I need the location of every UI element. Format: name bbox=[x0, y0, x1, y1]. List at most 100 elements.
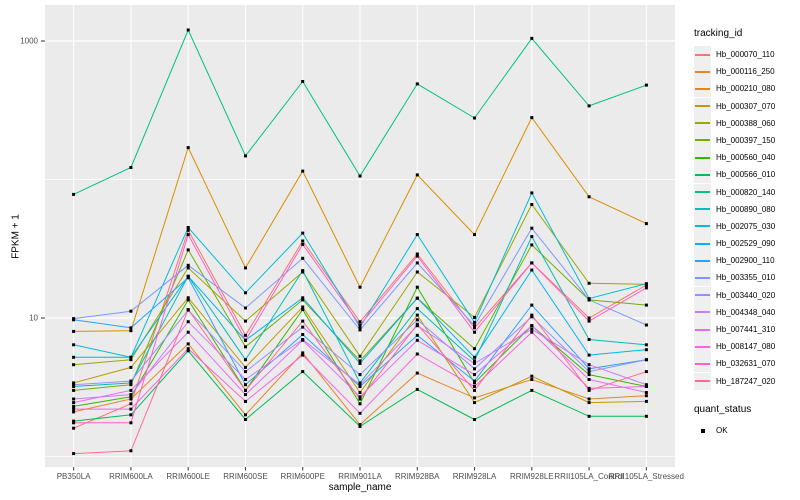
legend-entry-label: Hb_002900_110 bbox=[716, 256, 775, 266]
legend-entry-label: Hb_000566_010 bbox=[716, 170, 776, 180]
legend-entry: Hb_000307_070 bbox=[694, 97, 800, 115]
legend-entry: Hb_000820_140 bbox=[694, 183, 800, 201]
legend-entry-quant: OK bbox=[694, 421, 800, 439]
legend-entry-label: Hb_007441_310 bbox=[716, 325, 776, 334]
legend-key-swatch bbox=[694, 355, 711, 373]
legend-key-swatch bbox=[694, 46, 711, 63]
x-tick-label: RRII105LA_Stressed bbox=[608, 472, 684, 481]
y-tick-label: 10 bbox=[29, 313, 38, 323]
legend-entry-label: Hb_000388_060 bbox=[716, 118, 776, 128]
legend-key-swatch bbox=[694, 200, 711, 218]
legend-entry-label: Hb_000307_070 bbox=[716, 101, 776, 111]
legend-entry-label: Hb_000560_040 bbox=[716, 153, 776, 163]
point-marker-icon bbox=[701, 428, 705, 433]
legend-entry: Hb_003355_010 bbox=[694, 269, 800, 287]
legend-line-sample bbox=[695, 191, 710, 193]
legend-key-swatch bbox=[694, 269, 711, 287]
legend-entry: Hb_002529_090 bbox=[694, 235, 800, 253]
legend: tracking_id Hb_000070_110 Hb_000116_250 Hb… bbox=[694, 28, 800, 439]
x-tick-label: PB350LA bbox=[56, 472, 91, 481]
legend-key-swatch bbox=[694, 421, 711, 439]
legend-key-swatch bbox=[694, 217, 711, 235]
legend-line-sample bbox=[695, 53, 710, 56]
legend-entry: Hb_002075_030 bbox=[694, 217, 800, 235]
x-tick-label: RRIM928BA bbox=[395, 472, 440, 481]
legend-entry-label: Hb_000397_150 bbox=[716, 135, 776, 145]
legend-key-swatch bbox=[694, 63, 711, 81]
legend-key-swatch bbox=[694, 235, 711, 253]
legend-key-swatch bbox=[694, 321, 711, 338]
x-tick-label: RRIM901LA bbox=[338, 472, 382, 481]
legend-entry-label: Hb_002075_030 bbox=[716, 221, 776, 231]
x-tick-label: RRII105LA_Control bbox=[554, 472, 624, 481]
legend-entry: Hb_004348_040 bbox=[694, 303, 800, 321]
legend-title-quant-status: quant_status bbox=[694, 403, 752, 415]
legend-line-sample bbox=[695, 70, 710, 73]
legend-entry: Hb_000890_080 bbox=[694, 200, 800, 218]
legend-entry-label: Hb_000890_080 bbox=[716, 204, 776, 214]
legend-key-swatch bbox=[694, 286, 711, 304]
y-axis-title: FPKM + 1 bbox=[10, 214, 22, 259]
legend-line-sample bbox=[695, 259, 710, 262]
legend-entry-label: Hb_000116_250 bbox=[716, 67, 775, 77]
legend-line-sample bbox=[695, 242, 710, 245]
legend-entry: Hb_000397_150 bbox=[694, 131, 800, 149]
legend-entry-label: Hb_187247_020 bbox=[716, 376, 776, 386]
x-tick-label: RRIM600LA bbox=[109, 472, 153, 481]
legend-line-sample bbox=[695, 105, 710, 108]
legend-entry-label: Hb_004348_040 bbox=[716, 307, 776, 317]
x-tick-label: RRIM928LE bbox=[510, 472, 554, 481]
legend-key-swatch bbox=[694, 372, 711, 390]
legend-key-swatch bbox=[694, 303, 711, 321]
legend-key-swatch bbox=[694, 252, 711, 270]
legend-entry-label: Hb_003440_020 bbox=[716, 290, 776, 300]
legend-entry: Hb_000116_250 bbox=[694, 63, 800, 81]
legend-entry: Hb_000560_040 bbox=[694, 149, 800, 167]
legend-entry: Hb_000070_110 bbox=[694, 46, 800, 63]
legend-line-sample bbox=[695, 173, 710, 176]
legend-entry: Hb_000388_060 bbox=[694, 114, 800, 132]
legend-entry-label: Hb_003355_010 bbox=[716, 273, 776, 283]
legend-line-sample bbox=[695, 328, 710, 331]
legend-line-sample bbox=[695, 87, 710, 90]
legend-line-sample bbox=[695, 156, 710, 159]
legend-key-swatch bbox=[694, 97, 711, 115]
legend-entry: Hb_002900_110 bbox=[694, 252, 800, 270]
legend-title-tracking-id: tracking_id bbox=[694, 28, 743, 39]
legend-line-sample bbox=[695, 208, 710, 211]
legend-key-swatch bbox=[694, 80, 711, 98]
legend-line-sample bbox=[695, 362, 710, 365]
legend-entry: Hb_187247_020 bbox=[694, 372, 800, 390]
legend-tracking-entries: Hb_000070_110 Hb_000116_250 Hb_000210_080 H… bbox=[694, 46, 800, 390]
legend-entry-label: Hb_032631_070 bbox=[716, 359, 776, 369]
legend-key-swatch bbox=[694, 166, 711, 184]
legend-entry-label: Hb_000820_140 bbox=[716, 187, 776, 197]
x-axis-title: sample_name bbox=[328, 482, 392, 493]
legend-entry: Hb_007441_310 bbox=[694, 321, 800, 338]
legend-line-sample bbox=[695, 139, 710, 142]
legend-key-swatch bbox=[694, 131, 711, 149]
legend-key-swatch bbox=[694, 338, 711, 356]
legend-entry: Hb_000210_080 bbox=[694, 80, 800, 98]
legend-quant-status: quant_status OK bbox=[694, 404, 800, 439]
x-tick-label: RRIM600SE bbox=[223, 472, 268, 481]
legend-entry: Hb_032631_070 bbox=[694, 355, 800, 373]
legend-key-swatch bbox=[694, 114, 711, 132]
legend-line-sample bbox=[695, 380, 710, 383]
x-tick-label: RRIM600LE bbox=[166, 472, 210, 481]
legend-key-swatch bbox=[694, 183, 711, 201]
legend-entry: Hb_008147_080 bbox=[694, 338, 800, 356]
legend-entry-label: Hb_008147_080 bbox=[716, 342, 776, 352]
legend-entry-label: Hb_002529_090 bbox=[716, 239, 776, 249]
legend-line-sample bbox=[695, 345, 710, 348]
legend-key-swatch bbox=[694, 149, 711, 167]
legend-entry: Hb_000566_010 bbox=[694, 166, 800, 184]
legend-entry-label: OK bbox=[716, 425, 728, 435]
legend-quant-entries: OK bbox=[694, 421, 800, 439]
legend-entry-label: Hb_000070_110 bbox=[716, 50, 775, 59]
y-tick-label: 1000 bbox=[20, 36, 38, 46]
x-tick-label: RRIM928LA bbox=[452, 472, 497, 481]
x-tick-label: RRIM600PE bbox=[280, 472, 325, 481]
